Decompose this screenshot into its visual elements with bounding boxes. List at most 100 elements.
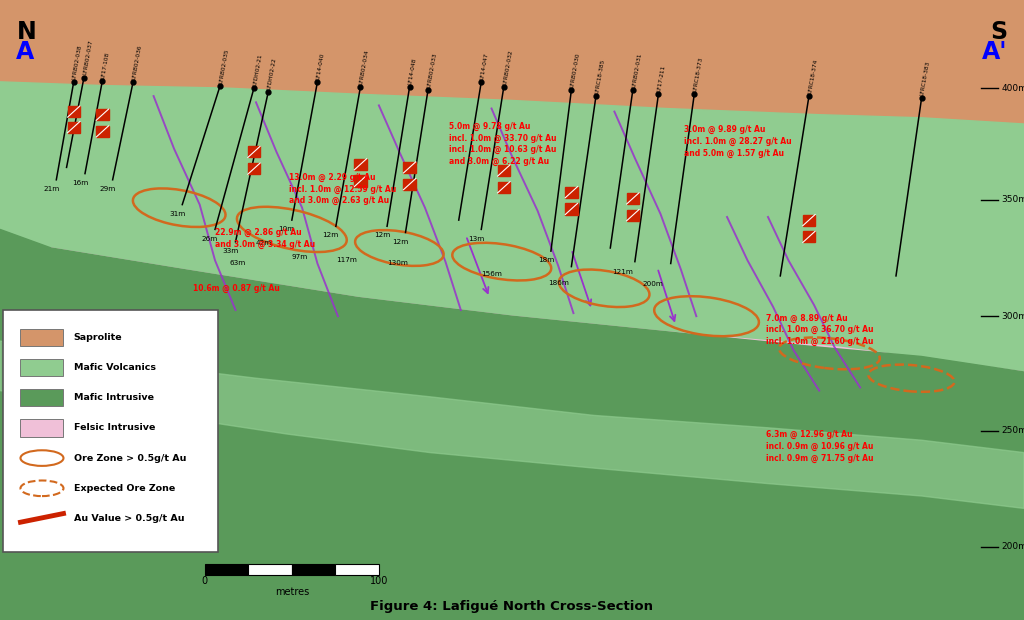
- Bar: [0, 45, 1024, 48]
- Text: Saprolite: Saprolite: [74, 333, 122, 342]
- Text: 121m: 121m: [612, 269, 633, 275]
- Polygon shape: [0, 229, 1024, 620]
- Text: Mafic Intrusive: Mafic Intrusive: [74, 393, 154, 402]
- Bar: [498, 182, 510, 193]
- Bar: [803, 231, 815, 242]
- Bar: [0, 71, 1024, 74]
- Bar: [565, 203, 578, 215]
- Text: LFRB02-030: LFRB02-030: [569, 52, 581, 88]
- Bar: [248, 163, 260, 174]
- Text: Expected Ore Zone: Expected Ore Zone: [74, 484, 175, 493]
- Bar: [627, 210, 639, 221]
- Text: LF14-040: LF14-040: [315, 52, 326, 80]
- Text: LF14-048: LF14-048: [408, 57, 418, 85]
- Text: 26m: 26m: [202, 236, 218, 242]
- Bar: [0, 108, 1024, 112]
- Text: A: A: [16, 40, 35, 64]
- Text: LF17-108: LF17-108: [100, 51, 111, 79]
- Text: Au Value > 0.5g/t Au: Au Value > 0.5g/t Au: [74, 514, 184, 523]
- Text: 156m: 156m: [481, 271, 502, 277]
- Bar: [0, 4, 1024, 7]
- Bar: [96, 109, 109, 120]
- Text: 22.9m @ 2.86 g/t Au
and 3.0m @ 3.34 g/t Au: 22.9m @ 2.86 g/t Au and 3.0m @ 3.34 g/t …: [215, 228, 315, 249]
- Text: 250m: 250m: [1001, 427, 1024, 435]
- Bar: [205, 564, 248, 575]
- Text: 13m: 13m: [468, 236, 484, 242]
- Text: 12m: 12m: [392, 239, 409, 245]
- Text: LFRB02-031: LFRB02-031: [631, 52, 642, 88]
- Polygon shape: [0, 341, 1024, 508]
- Text: 300m: 300m: [1001, 312, 1024, 321]
- Bar: [20, 389, 63, 406]
- Bar: [68, 122, 80, 133]
- Text: LFRC18-373: LFRC18-373: [692, 56, 703, 92]
- Text: LFRB02-038: LFRB02-038: [72, 44, 83, 80]
- Bar: [0, 52, 1024, 56]
- Bar: [0, 33, 1024, 37]
- Text: 16m: 16m: [72, 180, 88, 186]
- Text: LFDH02-21: LFDH02-21: [252, 53, 263, 86]
- Bar: [498, 165, 510, 176]
- Text: 3.0m @ 9.89 g/t Au
incl. 1.0m @ 28.27 g/t Au
and 5.0m @ 1.57 g/t Au: 3.0m @ 9.89 g/t Au incl. 1.0m @ 28.27 g/…: [684, 125, 792, 157]
- Text: LFRB02-036: LFRB02-036: [131, 44, 142, 80]
- Text: 63m: 63m: [229, 260, 246, 267]
- Bar: [0, 86, 1024, 89]
- Bar: [0, 0, 1024, 112]
- Text: 200m: 200m: [643, 281, 664, 288]
- Bar: [354, 159, 367, 170]
- Text: 13.0m @ 2.29 g/t Au
incl. 1.0m @ 12.59 g/t Au
and 3.0m @ 2.63 g/t Au: 13.0m @ 2.29 g/t Au incl. 1.0m @ 12.59 g…: [289, 173, 396, 205]
- Bar: [0, 15, 1024, 19]
- Text: 12m: 12m: [323, 232, 339, 239]
- Bar: [0, 63, 1024, 67]
- Text: 130m: 130m: [387, 260, 408, 267]
- Bar: [0, 100, 1024, 104]
- Bar: [0, 26, 1024, 30]
- FancyBboxPatch shape: [3, 310, 218, 552]
- Text: 400m: 400m: [1001, 84, 1024, 92]
- Polygon shape: [51, 248, 1024, 422]
- Bar: [0, 22, 1024, 26]
- Bar: [20, 359, 63, 376]
- Bar: [0, 82, 1024, 86]
- Text: 0: 0: [202, 576, 208, 586]
- Bar: [20, 329, 63, 346]
- Text: Felsic Intrusive: Felsic Intrusive: [74, 423, 155, 432]
- Text: Figure 4: Lafigué North Cross-Section: Figure 4: Lafigué North Cross-Section: [371, 600, 653, 613]
- Text: LFRB02-033: LFRB02-033: [426, 52, 437, 88]
- Text: 200m: 200m: [1001, 542, 1024, 551]
- Text: LFRC18-383: LFRC18-383: [920, 60, 931, 96]
- Text: metres: metres: [274, 587, 309, 597]
- Bar: [403, 179, 416, 190]
- Bar: [0, 104, 1024, 108]
- Bar: [0, 97, 1024, 100]
- Text: 10m: 10m: [279, 226, 295, 232]
- Bar: [96, 126, 109, 137]
- Text: 7.0m @ 8.89 g/t Au
incl. 1.0m @ 36.70 g/t Au
incl. 1.0m @ 21.60 g/t Au: 7.0m @ 8.89 g/t Au incl. 1.0m @ 36.70 g/…: [766, 314, 873, 346]
- Bar: [0, 7, 1024, 11]
- Text: LF17-211: LF17-211: [656, 65, 667, 92]
- Text: 33m: 33m: [222, 248, 239, 254]
- Polygon shape: [0, 0, 1024, 124]
- Bar: [0, 37, 1024, 41]
- Text: 100: 100: [370, 576, 388, 586]
- Text: LFRB02-035: LFRB02-035: [218, 48, 229, 84]
- Bar: [20, 419, 63, 436]
- Text: 21m: 21m: [43, 186, 59, 192]
- Bar: [627, 193, 639, 204]
- Text: 42m: 42m: [256, 240, 272, 246]
- Bar: [0, 93, 1024, 97]
- Text: Ore Zone > 0.5g/t Au: Ore Zone > 0.5g/t Au: [74, 454, 186, 463]
- Bar: [0, 41, 1024, 45]
- Bar: [0, 11, 1024, 15]
- Bar: [0, 19, 1024, 22]
- Bar: [248, 564, 292, 575]
- Text: A': A': [982, 40, 1008, 64]
- Text: 117m: 117m: [336, 257, 356, 263]
- Bar: [0, 0, 1024, 4]
- Bar: [0, 60, 1024, 63]
- Bar: [0, 56, 1024, 60]
- Bar: [0, 48, 1024, 52]
- Text: LF14-047: LF14-047: [479, 52, 489, 80]
- Bar: [803, 215, 815, 226]
- Text: LFRB02-032: LFRB02-032: [502, 49, 513, 85]
